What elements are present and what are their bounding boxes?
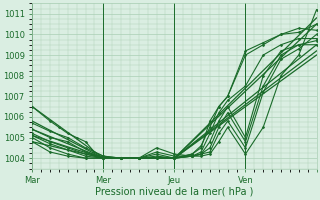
X-axis label: Pression niveau de la mer( hPa ): Pression niveau de la mer( hPa ) [95,187,253,197]
